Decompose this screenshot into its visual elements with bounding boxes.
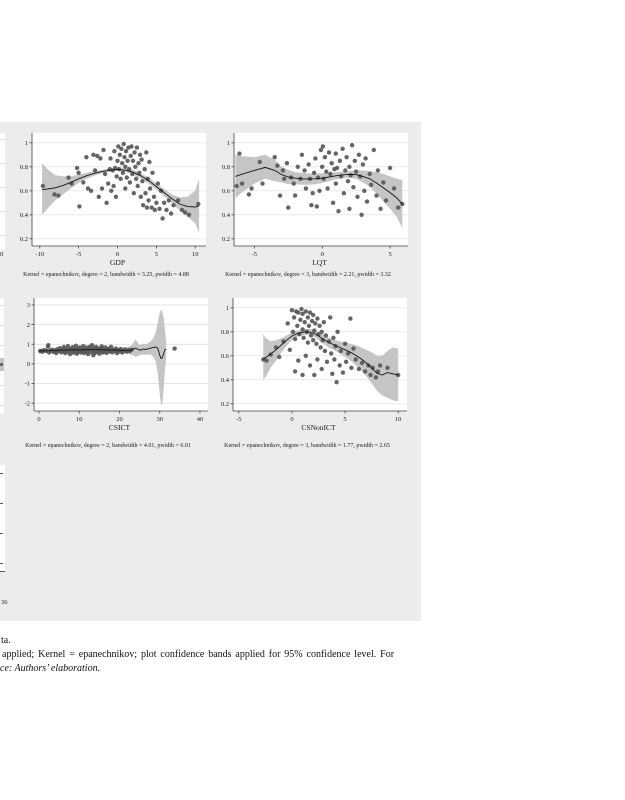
- svg-text:1: 1: [226, 305, 229, 312]
- cutoff-caption-fragment: 36: [1, 599, 8, 606]
- chart-lqt: 0.2 0.4 0.6 0.8 1 -5 0 5 LQT Kernel = epanechnik…: [208, 132, 408, 292]
- chart-csnonict: 0.2 0.4 0.6 0.8 1 -5 0 5 10 CSNonICT Kernel = epa…: [207, 297, 407, 457]
- chart-csict: -2 -1 0 1 2 3 0 10 20 30 40 CSICT Kernel = epanechn…: [8, 297, 208, 457]
- chart-csnonict-plot: 0.2 0.4 0.6 0.8 1 -5 0 5 10 CSNonICT: [221, 298, 407, 432]
- chart-gdp-plot: 0.2 0.4 0.6 0.8 1 -10 -5 0 5 10 GDP: [20, 133, 206, 267]
- svg-text:-5: -5: [76, 251, 81, 258]
- svg-text:0.6: 0.6: [222, 188, 231, 195]
- svg-text:CSNonICT: CSNonICT: [301, 423, 336, 432]
- svg-text:30: 30: [156, 416, 163, 423]
- svg-text:5: 5: [155, 251, 158, 258]
- svg-text:0.2: 0.2: [222, 236, 230, 243]
- svg-text:LQT: LQT: [312, 258, 327, 267]
- svg-text:0: 0: [290, 416, 293, 423]
- svg-text:-10: -10: [35, 251, 44, 258]
- svg-text:-1: -1: [25, 381, 30, 388]
- svg-text:0.2: 0.2: [221, 401, 229, 408]
- svg-text:CSICT: CSICT: [109, 423, 131, 432]
- svg-text:0.8: 0.8: [221, 329, 229, 336]
- chart-csnonict-caption: Kernel = epanechnikov, degree = 3, bandw…: [224, 443, 390, 449]
- cutoff-chart-fragment-row3: [0, 465, 5, 572]
- svg-text:0.6: 0.6: [221, 353, 230, 360]
- svg-text:0.8: 0.8: [222, 164, 230, 171]
- svg-text:5: 5: [388, 251, 391, 258]
- svg-text:10: 10: [192, 251, 199, 258]
- chart-gdp-caption: Kernel = epanechnikov, degree = 2, bandw…: [23, 272, 189, 278]
- chart-gdp: 0.2 0.4 0.6 0.8 1 -10 -5 0 5 10 GDP Kernel = epane…: [6, 132, 206, 292]
- svg-text:0: 0: [37, 416, 40, 423]
- chart-csict-caption: Kernel = epanechnikov, degree = 2, bandw…: [25, 443, 191, 449]
- cutoff-point-fragment: [0, 363, 3, 366]
- svg-text:0.4: 0.4: [221, 377, 230, 384]
- svg-text:0.4: 0.4: [222, 212, 231, 219]
- svg-text:0: 0: [321, 251, 324, 258]
- cutoff-axis-fragment: [0, 571, 5, 572]
- svg-text:0.8: 0.8: [20, 164, 28, 171]
- svg-text:-2: -2: [25, 400, 30, 407]
- cutoff-chart-fragment-row2: [0, 298, 4, 413]
- svg-text:0.4: 0.4: [20, 212, 29, 219]
- svg-text:1: 1: [25, 140, 28, 147]
- svg-text:0: 0: [116, 251, 119, 258]
- svg-text:10: 10: [76, 416, 83, 423]
- note-text-line-1: ta.: [1, 635, 11, 646]
- svg-text:GDP: GDP: [110, 258, 125, 267]
- note-text-line-2: applied; Kernel = epanechnikov; plot con…: [2, 649, 395, 660]
- cutoff-xtick-label: 0: [0, 251, 4, 258]
- source-text-line: ce: Authors’ elaboration.: [0, 663, 101, 674]
- svg-text:0: 0: [27, 361, 30, 368]
- svg-text:-5: -5: [252, 251, 257, 258]
- svg-text:-5: -5: [236, 416, 241, 423]
- svg-text:5: 5: [343, 416, 346, 423]
- figure-panel: 0 36 0.2 0.4 0.6 0.8 1 -10 -5 0 5 10 GDP Kernel = …: [0, 122, 421, 621]
- svg-text:20: 20: [116, 416, 123, 423]
- svg-text:1: 1: [27, 341, 30, 348]
- svg-text:2: 2: [27, 322, 30, 329]
- svg-text:1: 1: [227, 140, 230, 147]
- svg-text:0.2: 0.2: [20, 236, 28, 243]
- chart-lqt-caption: Kernel = epanechnikov, degree = 3, bandw…: [225, 272, 391, 278]
- svg-text:0.6: 0.6: [20, 188, 29, 195]
- svg-text:40: 40: [197, 416, 204, 423]
- cutoff-chart-fragment-row1: [0, 133, 5, 250]
- svg-text:10: 10: [395, 416, 402, 423]
- chart-lqt-plot: 0.2 0.4 0.6 0.8 1 -5 0 5 LQT: [222, 133, 408, 267]
- svg-text:3: 3: [27, 302, 30, 309]
